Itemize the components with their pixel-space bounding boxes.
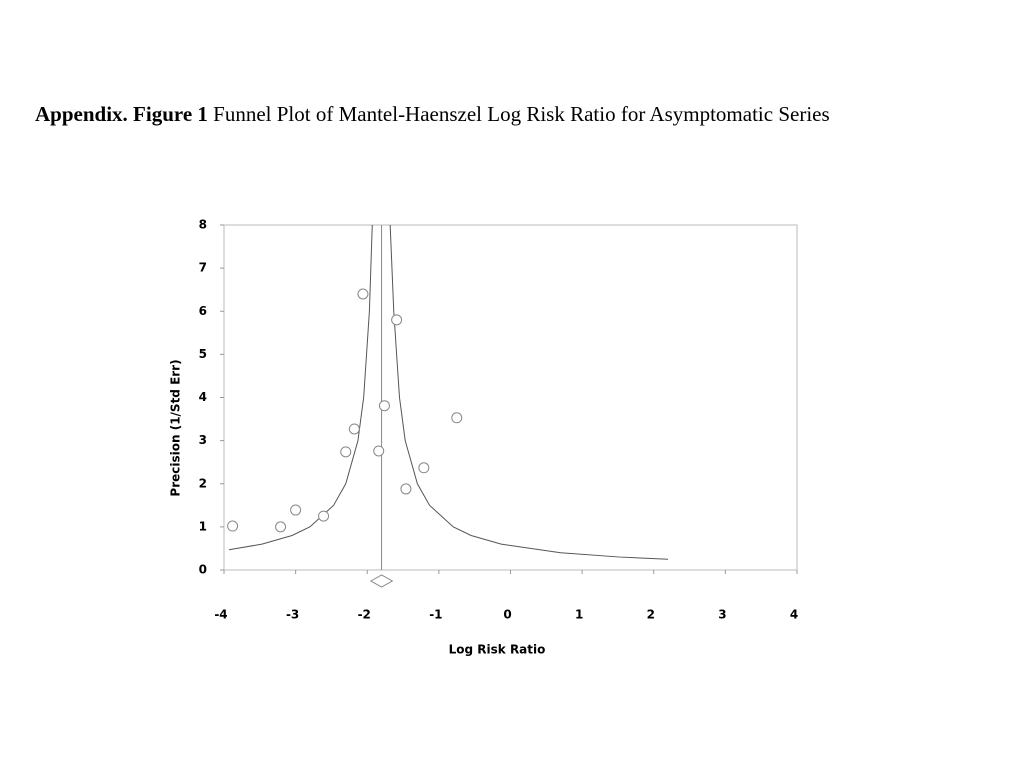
y-tick-label: 0	[199, 563, 207, 577]
data-point	[400, 483, 412, 495]
plot-area	[223, 224, 798, 571]
data-point	[290, 504, 302, 516]
x-axis-label: Log Risk Ratio	[449, 643, 546, 657]
data-point	[391, 314, 403, 326]
data-point	[340, 446, 352, 458]
x-tick-label: 4	[790, 608, 798, 622]
x-tick-label: -4	[214, 608, 227, 622]
x-tick-label: -1	[429, 608, 442, 622]
title-text: Funnel Plot of Mantel-Haenszel Log Risk …	[213, 102, 830, 126]
y-tick-label: 8	[199, 218, 207, 232]
data-point	[227, 520, 239, 532]
pooled-diamond	[369, 574, 394, 588]
y-axis-label: Precision (1/Std Err)	[169, 359, 183, 496]
data-point	[418, 462, 430, 474]
data-point	[373, 445, 385, 457]
data-point	[318, 510, 330, 522]
y-tick-label: 1	[199, 519, 207, 533]
data-point	[357, 288, 369, 300]
y-tick-label: 2	[199, 476, 207, 490]
y-tick-label: 5	[199, 347, 207, 361]
y-tick-label: 6	[199, 304, 207, 318]
x-tick-label: 2	[647, 608, 655, 622]
data-point	[451, 412, 463, 424]
x-tick-label: -2	[358, 608, 371, 622]
funnel-line	[228, 224, 373, 551]
x-tick-label: 1	[575, 608, 583, 622]
y-tick-label: 3	[199, 433, 207, 447]
funnel-line	[389, 224, 669, 560]
y-tick-label: 7	[199, 261, 207, 275]
data-point	[348, 423, 360, 435]
data-point	[275, 521, 287, 533]
data-point	[378, 400, 390, 412]
title: Appendix. Figure 1 Funnel Plot of Mantel…	[35, 102, 830, 127]
x-tick-label: -3	[286, 608, 299, 622]
y-tick-label: 4	[199, 390, 207, 404]
x-tick-label: 3	[718, 608, 726, 622]
x-tick-label: 0	[503, 608, 511, 622]
title-label: Appendix. Figure 1	[35, 102, 208, 126]
